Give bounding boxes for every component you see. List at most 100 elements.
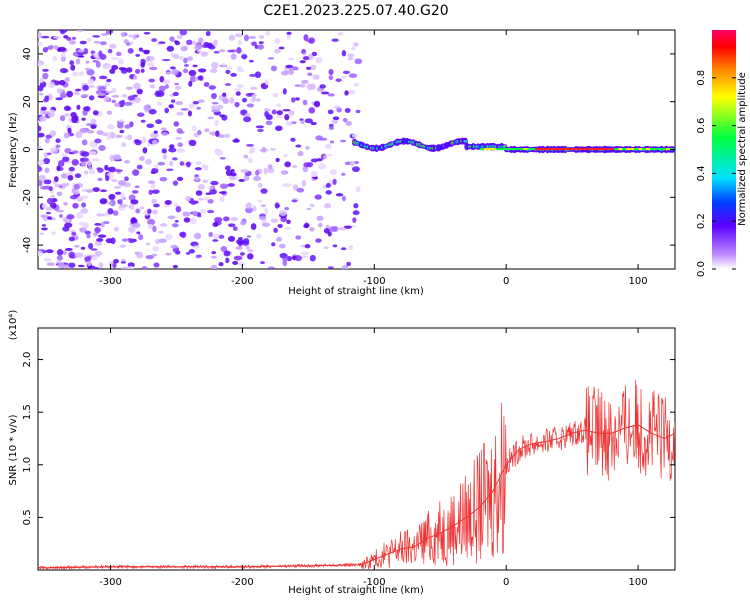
heatmap-cell: [92, 35, 101, 38]
heatmap-x-tick-label: -100: [363, 276, 386, 287]
heatmap-cell: [102, 221, 110, 224]
heatmap-cell: [348, 73, 358, 78]
heatmap-cell: [197, 184, 205, 190]
heatmap-cell: [105, 175, 110, 182]
heatmap-cell: [199, 208, 206, 214]
heatmap-cell: [158, 230, 164, 234]
colorbar: 0.0 0.2 0.4 0.6 0.8 Normalized spectral ampl…: [696, 30, 748, 277]
heatmap-cell: [159, 176, 168, 182]
heatmap-cell: [148, 189, 153, 195]
heatmap-cell: [347, 90, 356, 95]
heatmap-cell: [247, 157, 254, 164]
heatmap-cell: [271, 109, 277, 115]
heatmap-cell: [165, 252, 172, 256]
heatmap-cell: [211, 101, 219, 105]
heatmap-cell: [147, 61, 155, 67]
heatmap-cell: [657, 148, 662, 151]
heatmap-cell: [196, 106, 202, 110]
heatmap-cell: [197, 99, 205, 103]
heatmap-cell: [152, 245, 160, 252]
heatmap-cell: [141, 136, 147, 143]
heatmap-cell: [268, 266, 275, 269]
heatmap-cell: [653, 148, 658, 151]
heatmap-cell: [238, 178, 246, 182]
heatmap-cell: [42, 68, 49, 72]
heatmap-cell: [73, 90, 80, 96]
heatmap-cell: [79, 127, 88, 134]
heatmap-cell: [177, 142, 183, 147]
heatmap-cell: [337, 32, 344, 36]
heatmap-cell: [210, 180, 219, 186]
heatmap-x-ticks: -300 -200 -100 0 100: [99, 30, 648, 287]
heatmap-cell: [56, 165, 61, 172]
heatmap-cell: [539, 148, 544, 151]
heatmap-cell: [48, 81, 56, 89]
heatmap-cell: [57, 160, 65, 167]
heatmap-cell: [152, 139, 158, 145]
heatmap-cell: [153, 203, 160, 208]
heatmap-cell: [519, 148, 524, 151]
heatmap-cell: [260, 204, 267, 208]
heatmap-cell: [175, 205, 182, 213]
heatmap-cell: [147, 223, 154, 230]
heatmap-cell: [323, 155, 328, 160]
heatmap-cell: [297, 150, 304, 157]
heatmap-cell: [351, 133, 358, 138]
heatmap-cell: [290, 137, 296, 142]
heatmap-cell: [313, 100, 321, 108]
heatmap-cell: [47, 109, 56, 113]
heatmap-cell: [225, 169, 233, 176]
heatmap-cell: [150, 132, 159, 138]
heatmap-cell: [267, 164, 273, 170]
heatmap-cell: [222, 97, 230, 104]
heatmap-cell: [227, 183, 235, 187]
heatmap-x-tick-label: -300: [99, 276, 122, 287]
heatmap-cell: [113, 258, 119, 264]
heatmap-cell: [98, 262, 104, 269]
heatmap-cell: [193, 232, 202, 240]
heatmap-cell: [145, 158, 152, 165]
heatmap-cell: [39, 81, 47, 88]
heatmap-cell: [251, 41, 257, 46]
heatmap-cell: [207, 116, 214, 120]
heatmap-cell: [84, 170, 89, 175]
heatmap-cell: [127, 265, 135, 269]
heatmap-cell: [71, 36, 77, 40]
heatmap-cell: [192, 40, 197, 45]
heatmap-cell: [81, 151, 90, 157]
colorbar-tick-label: 0.2: [696, 213, 707, 229]
heatmap-cell: [38, 165, 42, 172]
heatmap-cell: [335, 193, 344, 197]
heatmap-cell: [626, 148, 631, 151]
heatmap-cell: [263, 108, 271, 112]
heatmap-cell: [88, 242, 94, 250]
heatmap-cell: [236, 238, 245, 245]
heatmap-cell: [336, 107, 342, 113]
heatmap-cell: [233, 255, 243, 261]
heatmap-cell: [328, 75, 334, 81]
heatmap-cell: [316, 215, 324, 221]
heatmap-cell: [649, 148, 654, 151]
heatmap-cell: [221, 63, 227, 67]
heatmap-cell: [325, 224, 330, 228]
heatmap-cell: [61, 51, 66, 58]
heatmap-cell: [88, 169, 96, 175]
heatmap-cell: [590, 148, 595, 151]
heatmap-cell: [340, 247, 347, 251]
heatmap-cell: [203, 82, 210, 87]
heatmap-cell: [223, 250, 231, 257]
heatmap-cell: [213, 39, 218, 46]
heatmap-cell: [126, 67, 133, 73]
heatmap-cell: [188, 80, 193, 87]
colorbar-tick-label: 0.0: [696, 261, 707, 277]
heatmap-cell: [246, 249, 254, 253]
heatmap-cell: [315, 238, 322, 243]
heatmap-cell: [348, 244, 354, 251]
heatmap-cell: [176, 34, 183, 40]
heatmap-cell: [128, 238, 135, 244]
heatmap-cell: [527, 148, 532, 151]
heatmap-cell: [184, 64, 189, 67]
heatmap-cell: [282, 109, 291, 112]
heatmap-cell: [56, 191, 63, 197]
heatmap-cell: [343, 225, 352, 229]
